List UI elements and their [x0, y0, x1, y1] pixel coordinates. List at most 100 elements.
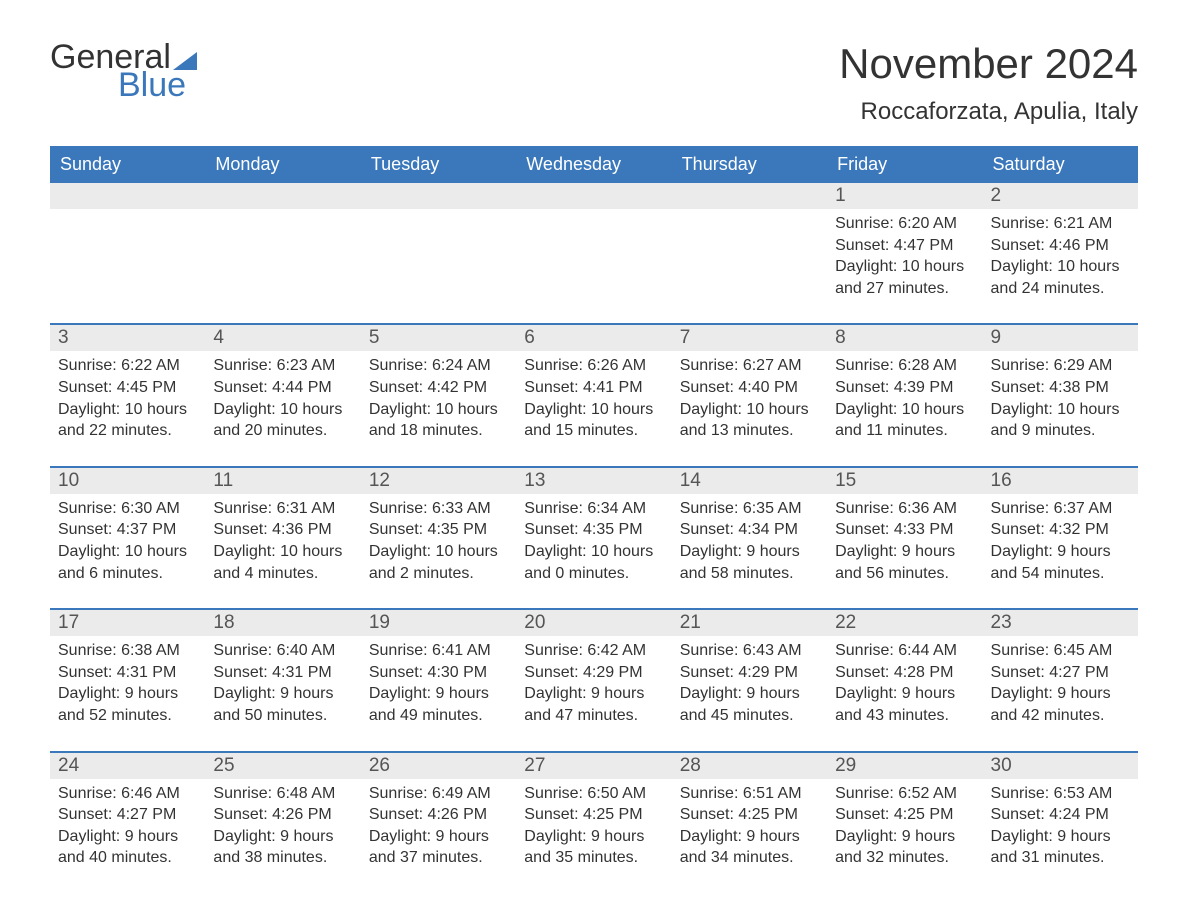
sunrise-line: Sunrise: 6:33 AM [369, 498, 508, 520]
date-number: 15 [827, 468, 982, 494]
daylight-line: Daylight: 9 hours and 34 minutes. [680, 826, 819, 869]
empty-date-strip [672, 183, 827, 209]
sunrise-line: Sunrise: 6:28 AM [835, 355, 974, 377]
day-info: Sunrise: 6:26 AMSunset: 4:41 PMDaylight:… [524, 355, 663, 441]
sunrise-line: Sunrise: 6:34 AM [524, 498, 663, 520]
title-block: November 2024 Roccaforzata, Apulia, Ital… [839, 40, 1138, 126]
day-info: Sunrise: 6:43 AMSunset: 4:29 PMDaylight:… [680, 640, 819, 726]
sunset-line: Sunset: 4:35 PM [524, 519, 663, 541]
date-number: 30 [983, 753, 1138, 779]
daylight-line: Daylight: 10 hours and 2 minutes. [369, 541, 508, 584]
sunset-line: Sunset: 4:25 PM [680, 804, 819, 826]
day-cell: 10 Sunrise: 6:30 AMSunset: 4:37 PMDayligh… [50, 468, 205, 590]
day-cell: 26Sunrise: 6:49 AMSunset: 4:26 PMDayligh… [361, 753, 516, 875]
day-info: Sunrise: 6:21 AMSunset: 4:46 PMDaylight:… [991, 213, 1130, 299]
daylight-line: Daylight: 10 hours and 20 minutes. [213, 399, 352, 442]
empty-date-strip [516, 183, 671, 209]
sunset-line: Sunset: 4:25 PM [835, 804, 974, 826]
header: General Blue November 2024 Roccaforzata,… [50, 40, 1138, 126]
date-number: 9 [983, 325, 1138, 351]
daylight-line: Daylight: 10 hours and 13 minutes. [680, 399, 819, 442]
sunrise-line: Sunrise: 6:52 AM [835, 783, 974, 805]
daylight-line: Daylight: 9 hours and 50 minutes. [213, 683, 352, 726]
sunrise-line: Sunrise: 6:41 AM [369, 640, 508, 662]
sunset-line: Sunset: 4:26 PM [369, 804, 508, 826]
sunrise-line: Sunrise: 6:48 AM [213, 783, 352, 805]
sunset-line: Sunset: 4:29 PM [524, 662, 663, 684]
day-cell: 7Sunrise: 6:27 AMSunset: 4:40 PMDaylight… [672, 325, 827, 447]
day-info: Sunrise: 6:30 AMSunset: 4:37 PMDaylight:… [58, 498, 197, 584]
day-info: Sunrise: 6:31 AMSunset: 4:36 PMDaylight:… [213, 498, 352, 584]
date-number: 16 [983, 468, 1138, 494]
day-cell: 24Sunrise: 6:46 AMSunset: 4:27 PMDayligh… [50, 753, 205, 875]
day-cell: 14Sunrise: 6:35 AMSunset: 4:34 PMDayligh… [672, 468, 827, 590]
date-number: 12 [361, 468, 516, 494]
day-cell: 12 Sunrise: 6:33 AMSunset: 4:35 PMDayligh… [361, 468, 516, 590]
week-row: 3Sunrise: 6:22 AMSunset: 4:45 PMDaylight… [50, 323, 1138, 447]
sunset-line: Sunset: 4:25 PM [524, 804, 663, 826]
day-info: Sunrise: 6:27 AMSunset: 4:40 PMDaylight:… [680, 355, 819, 441]
day-cell: 16Sunrise: 6:37 AMSunset: 4:32 PMDayligh… [983, 468, 1138, 590]
day-cell: 27Sunrise: 6:50 AMSunset: 4:25 PMDayligh… [516, 753, 671, 875]
day-cell [672, 183, 827, 305]
day-info: Sunrise: 6:36 AMSunset: 4:33 PMDaylight:… [835, 498, 974, 584]
day-cell: 5Sunrise: 6:24 AMSunset: 4:42 PMDaylight… [361, 325, 516, 447]
daylight-line: Daylight: 10 hours and 6 minutes. [58, 541, 197, 584]
day-cell: 6 Sunrise: 6:26 AMSunset: 4:41 PMDaylight… [516, 325, 671, 447]
day-cell: 30 Sunrise: 6:53 AMSunset: 4:24 PMDayligh… [983, 753, 1138, 875]
day-cell: 28Sunrise: 6:51 AMSunset: 4:25 PMDayligh… [672, 753, 827, 875]
sunrise-line: Sunrise: 6:51 AM [680, 783, 819, 805]
sunset-line: Sunset: 4:39 PM [835, 377, 974, 399]
day-info: Sunrise: 6:40 AMSunset: 4:31 PMDaylight:… [213, 640, 352, 726]
date-number: 14 [672, 468, 827, 494]
daylight-line: Daylight: 10 hours and 18 minutes. [369, 399, 508, 442]
sunset-line: Sunset: 4:31 PM [213, 662, 352, 684]
sunset-line: Sunset: 4:35 PM [369, 519, 508, 541]
daylight-line: Daylight: 9 hours and 43 minutes. [835, 683, 974, 726]
daylight-line: Daylight: 9 hours and 38 minutes. [213, 826, 352, 869]
daylight-line: Daylight: 9 hours and 32 minutes. [835, 826, 974, 869]
day-cell: 9Sunrise: 6:29 AMSunset: 4:38 PMDaylight… [983, 325, 1138, 447]
date-number: 19 [361, 610, 516, 636]
sunrise-line: Sunrise: 6:36 AM [835, 498, 974, 520]
day-cell: 22Sunrise: 6:44 AMSunset: 4:28 PMDayligh… [827, 610, 982, 732]
day-cell: 1Sunrise: 6:20 AMSunset: 4:47 PMDaylight… [827, 183, 982, 305]
day-cell: 3Sunrise: 6:22 AMSunset: 4:45 PMDaylight… [50, 325, 205, 447]
sunrise-line: Sunrise: 6:26 AM [524, 355, 663, 377]
daylight-line: Daylight: 9 hours and 35 minutes. [524, 826, 663, 869]
day-info: Sunrise: 6:34 AMSunset: 4:35 PMDaylight:… [524, 498, 663, 584]
sunrise-line: Sunrise: 6:37 AM [991, 498, 1130, 520]
date-number: 26 [361, 753, 516, 779]
sunset-line: Sunset: 4:24 PM [991, 804, 1130, 826]
day-info: Sunrise: 6:48 AMSunset: 4:26 PMDaylight:… [213, 783, 352, 869]
day-cell: 29Sunrise: 6:52 AMSunset: 4:25 PMDayligh… [827, 753, 982, 875]
day-cell: 21Sunrise: 6:43 AMSunset: 4:29 PMDayligh… [672, 610, 827, 732]
date-number: 2 [983, 183, 1138, 209]
daylight-line: Daylight: 9 hours and 31 minutes. [991, 826, 1130, 869]
daylight-line: Daylight: 9 hours and 40 minutes. [58, 826, 197, 869]
empty-date-strip [205, 183, 360, 209]
day-info: Sunrise: 6:20 AMSunset: 4:47 PMDaylight:… [835, 213, 974, 299]
date-number: 6 [516, 325, 671, 351]
location-subtitle: Roccaforzata, Apulia, Italy [839, 98, 1138, 126]
sunrise-line: Sunrise: 6:27 AM [680, 355, 819, 377]
daylight-line: Daylight: 10 hours and 9 minutes. [991, 399, 1130, 442]
date-number: 10 [50, 468, 205, 494]
sunset-line: Sunset: 4:26 PM [213, 804, 352, 826]
day-info: Sunrise: 6:41 AMSunset: 4:30 PMDaylight:… [369, 640, 508, 726]
day-info: Sunrise: 6:44 AMSunset: 4:28 PMDaylight:… [835, 640, 974, 726]
sunrise-line: Sunrise: 6:29 AM [991, 355, 1130, 377]
sunset-line: Sunset: 4:31 PM [58, 662, 197, 684]
day-info: Sunrise: 6:53 AMSunset: 4:24 PMDaylight:… [991, 783, 1130, 869]
sunset-line: Sunset: 4:27 PM [58, 804, 197, 826]
sunrise-line: Sunrise: 6:53 AM [991, 783, 1130, 805]
sunset-line: Sunset: 4:30 PM [369, 662, 508, 684]
sunset-line: Sunset: 4:41 PM [524, 377, 663, 399]
daylight-line: Daylight: 9 hours and 54 minutes. [991, 541, 1130, 584]
date-number: 3 [50, 325, 205, 351]
daylight-line: Daylight: 10 hours and 4 minutes. [213, 541, 352, 584]
sunset-line: Sunset: 4:36 PM [213, 519, 352, 541]
week-row: 10 Sunrise: 6:30 AMSunset: 4:37 PMDayligh… [50, 466, 1138, 590]
logo: General Blue [50, 40, 197, 102]
date-number: 27 [516, 753, 671, 779]
